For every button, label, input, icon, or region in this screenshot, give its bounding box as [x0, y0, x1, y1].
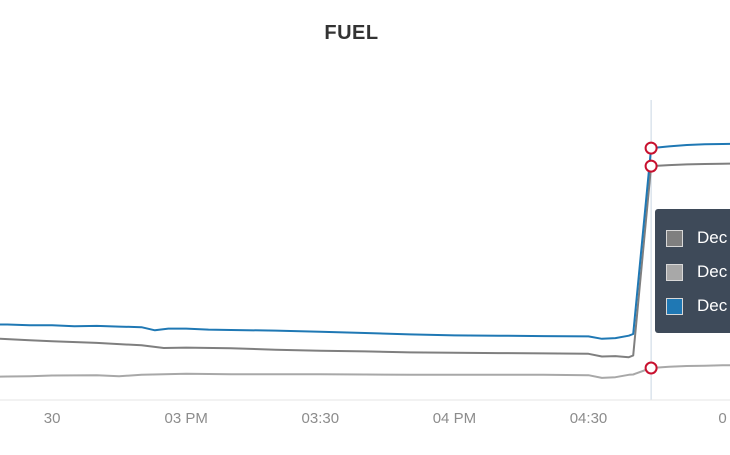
x-tick-label: 03 PM: [165, 410, 208, 427]
point-marker: [644, 159, 658, 173]
tooltip-label: Dec: [697, 262, 728, 281]
tooltip-row: Dec: [666, 227, 727, 249]
x-tick-label: 0: [718, 410, 726, 427]
point-marker: [644, 361, 658, 375]
tooltip-panel: Dec Dec Dec: [655, 209, 730, 333]
series-swatch: [666, 297, 683, 315]
tooltip-label: Dec: [697, 296, 728, 315]
chart-title: FUEL: [324, 22, 379, 44]
tooltip-row: Dec: [666, 261, 727, 283]
series-swatch: [666, 229, 683, 247]
tooltip-row: Dec: [666, 295, 727, 317]
x-tick-label: 03:30: [302, 410, 340, 427]
point-marker: [644, 141, 658, 155]
series-line: [0, 364, 730, 379]
series-line: [0, 162, 730, 359]
x-tick-label: 04 PM: [433, 410, 476, 427]
tooltip-label: Dec: [697, 228, 728, 247]
series-swatch: [666, 263, 683, 281]
x-tick-label: 30: [44, 410, 61, 427]
series-line: [0, 142, 730, 340]
x-tick-label: 04:30: [570, 410, 608, 427]
